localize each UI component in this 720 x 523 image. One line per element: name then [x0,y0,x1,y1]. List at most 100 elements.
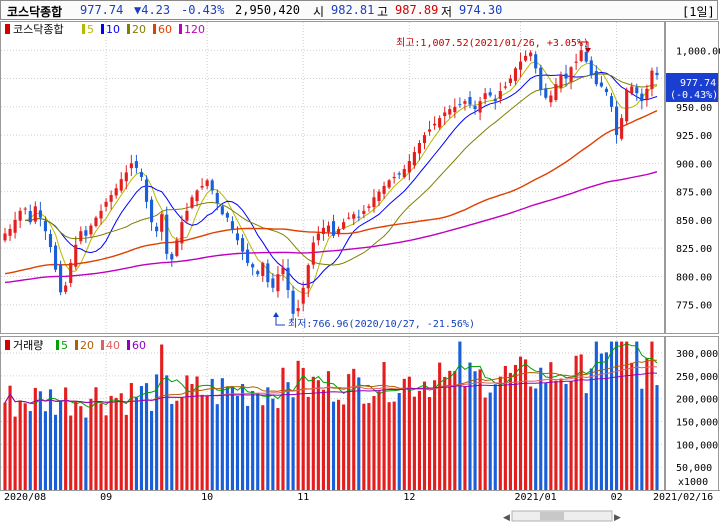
volume-bar [473,371,477,490]
volume-bar [134,397,138,490]
candle-body [443,112,447,117]
volume-ma-line [4,372,658,404]
candle-body [64,285,68,292]
price-tick-label: 1,000.00 [676,46,720,57]
candle-body [251,264,255,268]
candle-body [589,60,593,76]
volume-bar [630,362,634,490]
volume-bar [331,401,336,490]
candle-body [3,233,7,241]
volume-bar [463,386,467,490]
candle-body [564,73,568,79]
volume-bar [362,403,366,490]
price-panel [0,21,665,334]
candle-body [18,210,22,221]
volume-bar [33,387,37,490]
candle-body [635,87,639,94]
change-value: ▼4.23 [134,3,171,17]
volume-bar [59,400,63,490]
volume-bar [155,374,159,490]
candle-body [331,221,336,236]
candle-body [94,217,98,227]
nav-next-icon[interactable]: ▶ [614,513,621,523]
candle-body [296,308,300,312]
period-button[interactable]: [1일] [682,5,715,19]
volume-bar [589,368,593,490]
volume-bar [513,364,518,490]
volume-bar [604,352,609,490]
volume-moving-averages [4,343,658,409]
candle-body [185,210,189,221]
ma-line [25,71,658,286]
volume-bar [458,341,462,490]
x-tick-label: 2021/02/16 [653,492,713,503]
candle-body [584,51,588,62]
volume-tick-label: 50,000 [676,463,712,474]
candle-body [246,249,250,263]
x-tick-label: 11 [297,492,309,503]
candle-body [392,176,396,179]
high-annotation: 최고:1,007.52(2021/01/26, +3.05%) [396,37,591,53]
volume-bar [422,381,427,490]
candle-body [549,95,553,103]
candle-body [529,52,533,57]
candle-body [488,92,492,96]
volume-bar [357,377,361,490]
volume-bar [13,416,17,490]
volume-ma-line [4,343,658,409]
legend-swatch [101,24,104,34]
price-tick-label: 825.00 [676,244,712,255]
candle-body [357,216,361,218]
candle-body [261,262,265,276]
volume-bar [119,393,123,490]
candle-body [53,245,58,270]
volume-bar [488,392,492,490]
candle-body [614,106,619,136]
candle-body [256,271,260,275]
moving-averages [4,60,658,294]
volume-bar [205,395,209,490]
candle-body [23,208,27,210]
legend-swatch [179,24,182,34]
candle-body [306,265,310,289]
price-tick-label: 875.00 [676,188,712,199]
candle-body [503,86,507,88]
volume-bar [518,356,523,490]
volume-bar [23,403,27,490]
candle-body [337,228,341,235]
volume-bar [564,383,568,490]
candle-body [230,221,235,229]
candle-body [43,221,48,232]
candle-body [109,195,113,202]
candle-body [165,214,169,254]
chart-navigation[interactable]: ◀ ▶ [503,510,621,523]
candle-body [84,230,88,236]
volume-bar [554,380,558,490]
candle-body [604,88,609,93]
volume-bar [286,382,290,490]
nav-prev-icon[interactable]: ◀ [503,513,510,523]
candle-body [215,192,219,203]
candle-body [321,227,325,234]
candle-body [225,213,229,218]
volume-bar [246,405,250,490]
candle-body [48,234,53,248]
volume-bar [38,391,42,490]
volume-unit: x1000 [678,477,708,488]
volume-bar [326,371,331,490]
legend-swatch [82,24,85,34]
high-annotation-text: 최고:1,007.52(2021/01/26, +3.05%) [396,37,589,49]
volume-bar [48,389,53,490]
volume-bar [342,404,346,490]
candle-body [609,96,614,107]
volume-bar [620,341,624,490]
legend-label: 20 [80,339,94,352]
volume-value: 2,950,420 [235,3,301,17]
ma-line [25,73,658,266]
candle-body [124,172,128,182]
volume-bars [3,341,659,490]
volume-bar [170,403,174,490]
volume-bar [74,401,78,490]
price-tick-label: 950.00 [676,103,712,114]
candle-body [524,55,528,61]
